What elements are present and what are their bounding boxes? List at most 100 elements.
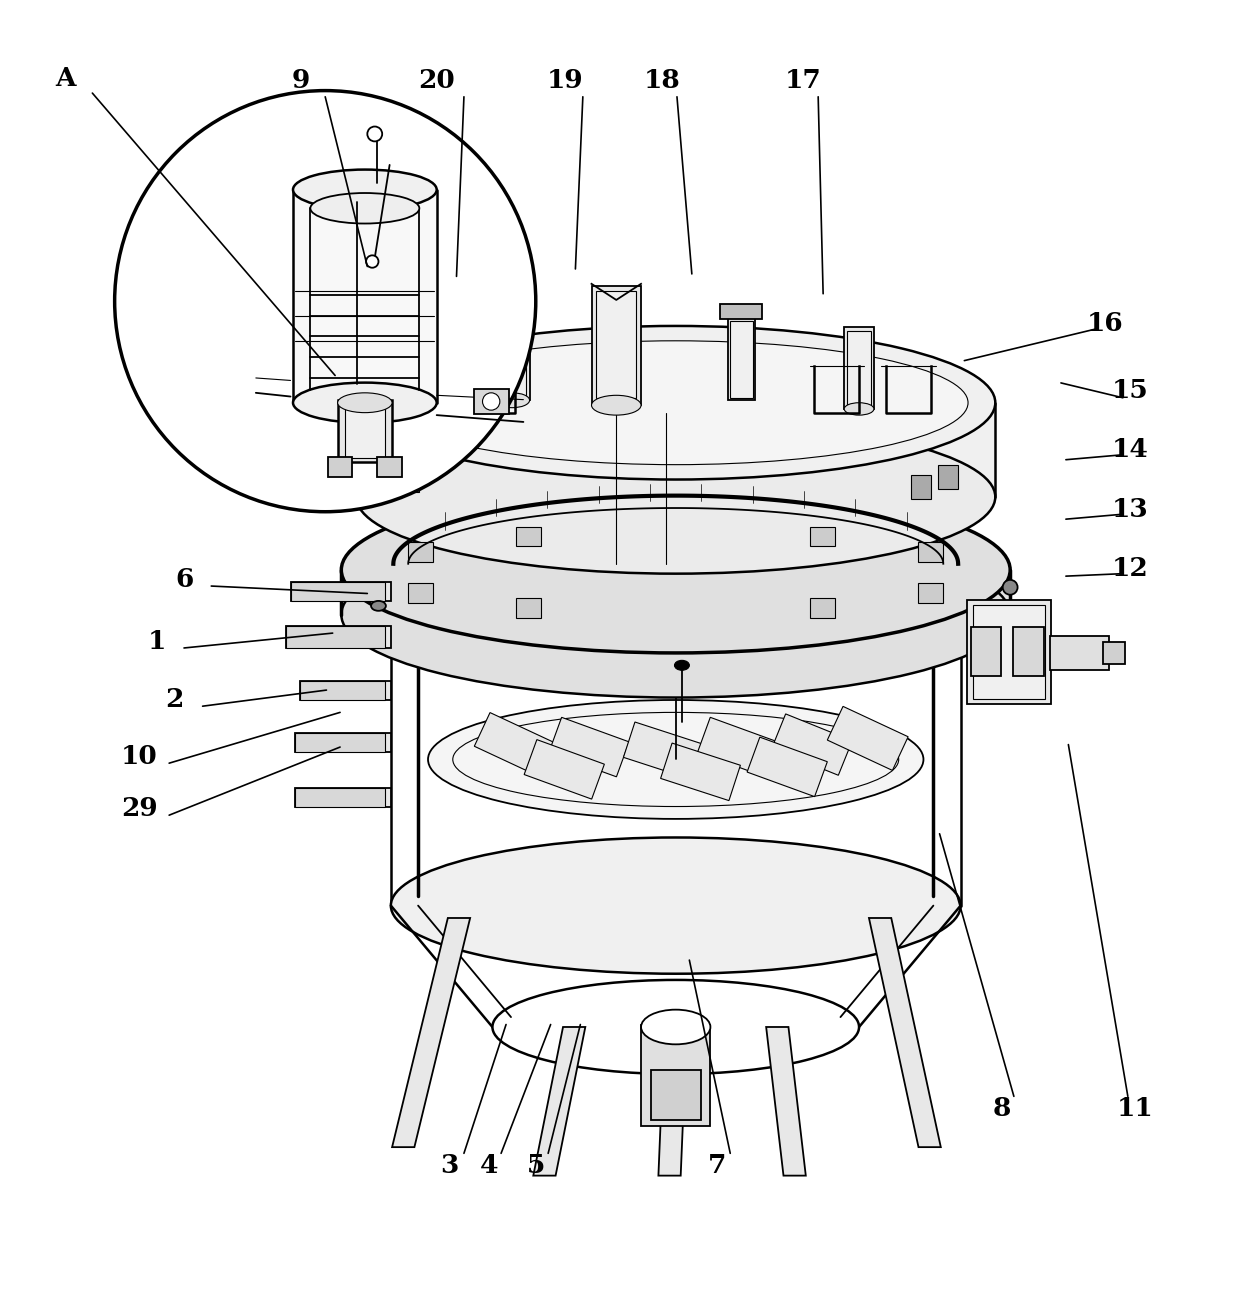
Polygon shape [341,537,1011,615]
Ellipse shape [341,532,1011,697]
Ellipse shape [367,127,382,142]
Bar [495,325,529,400]
Ellipse shape [492,980,859,1074]
Text: 7: 7 [708,1153,725,1179]
Bar [399,467,419,492]
Polygon shape [771,714,852,776]
Text: 13: 13 [1112,497,1148,522]
Text: 5: 5 [527,1153,544,1179]
Bar [844,327,874,409]
Ellipse shape [391,838,961,973]
Polygon shape [766,1028,806,1176]
Ellipse shape [310,194,419,223]
Polygon shape [391,838,961,1028]
Text: 18: 18 [644,68,681,93]
Text: 19: 19 [547,68,584,93]
Polygon shape [533,1028,585,1176]
Polygon shape [658,1028,687,1176]
Bar [516,599,541,618]
Text: 16: 16 [1087,311,1123,336]
Bar [971,627,1002,676]
Ellipse shape [675,661,689,670]
Bar [1104,642,1126,664]
Text: 14: 14 [1112,438,1148,462]
Ellipse shape [366,256,378,267]
Bar [285,626,384,648]
Ellipse shape [337,392,392,413]
Circle shape [114,90,536,511]
Polygon shape [869,918,941,1148]
Bar [918,584,942,603]
Ellipse shape [356,325,996,479]
Bar [295,733,384,753]
Bar [300,682,384,700]
Text: 1: 1 [148,629,166,655]
Ellipse shape [293,169,436,210]
Bar [811,527,836,546]
Text: 20: 20 [418,68,455,93]
Ellipse shape [844,403,874,416]
Bar [811,599,836,618]
Text: 10: 10 [122,745,157,769]
Polygon shape [748,737,827,797]
Bar [290,582,391,600]
Bar [1050,635,1110,670]
Ellipse shape [428,700,924,818]
Ellipse shape [293,382,436,423]
Polygon shape [525,740,604,799]
Text: 9: 9 [291,68,310,93]
Polygon shape [827,706,908,771]
Bar [293,190,436,403]
Text: A: A [55,66,76,90]
Bar [516,527,541,546]
Text: 29: 29 [122,797,157,821]
Text: 12: 12 [1112,556,1148,581]
Bar [345,404,384,458]
Polygon shape [475,713,556,777]
Ellipse shape [641,1010,711,1044]
Text: 6: 6 [175,567,193,593]
Ellipse shape [418,550,934,666]
Bar [967,600,1052,704]
Bar [290,582,384,600]
Bar [596,292,636,398]
Bar [327,457,352,478]
Bar [337,400,392,462]
Bar [1013,627,1044,676]
Text: 8: 8 [992,1096,1011,1122]
Ellipse shape [495,392,529,408]
Bar [918,542,942,562]
Polygon shape [549,718,629,777]
Bar [295,788,391,807]
Polygon shape [356,325,996,497]
Bar [730,321,753,398]
Bar [295,788,384,807]
Ellipse shape [371,600,386,611]
Text: 15: 15 [1112,378,1148,403]
Bar [377,457,402,478]
Polygon shape [392,918,470,1148]
Bar [498,329,526,396]
Ellipse shape [591,395,641,416]
Bar [641,1025,711,1126]
Bar [939,465,959,489]
Ellipse shape [391,540,961,676]
Ellipse shape [341,487,1011,653]
Bar [474,389,508,414]
Bar [720,303,763,319]
Text: 3: 3 [440,1153,459,1179]
Polygon shape [661,744,740,800]
Text: 17: 17 [785,68,822,93]
Polygon shape [698,718,777,777]
Text: 11: 11 [1117,1096,1153,1122]
Ellipse shape [356,420,996,573]
Bar [295,733,391,753]
Ellipse shape [1003,580,1018,595]
Bar [285,626,391,648]
Bar [847,330,872,405]
Ellipse shape [482,392,500,411]
Bar [973,604,1045,698]
Bar [911,475,931,500]
Text: 4: 4 [480,1153,498,1179]
Text: 2: 2 [165,688,184,713]
